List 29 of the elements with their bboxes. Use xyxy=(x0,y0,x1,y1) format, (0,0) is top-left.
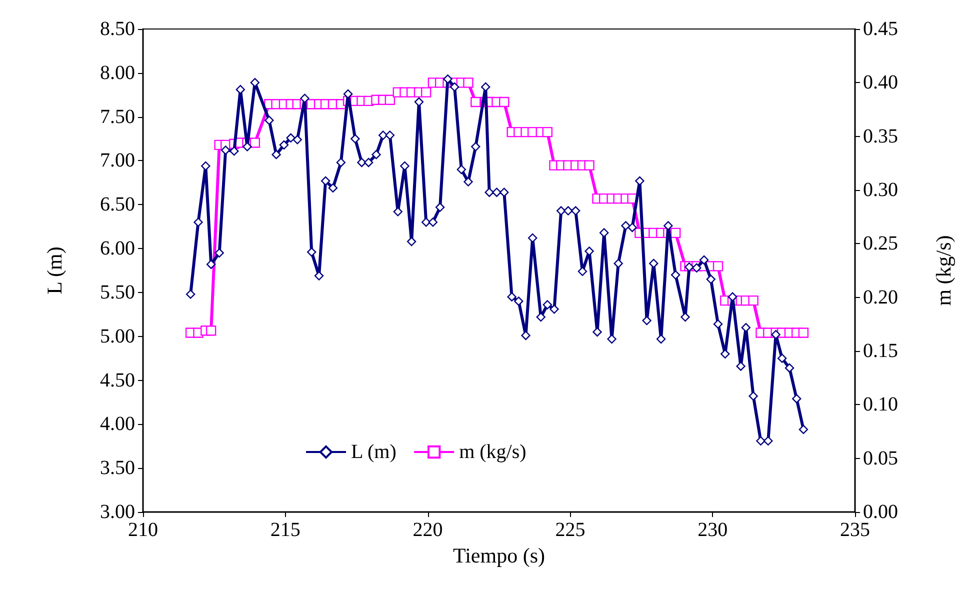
y-tick-label: 6.00 xyxy=(100,238,135,260)
y-tick-label: 5.00 xyxy=(100,325,135,348)
x-tick-label: 215 xyxy=(270,519,300,541)
y-tick-label: 8.50 xyxy=(100,18,135,40)
y-tick-label: 7.50 xyxy=(100,106,135,128)
legend-label: m (kg/s) xyxy=(459,441,526,463)
y2-tick-label: 0.35 xyxy=(863,125,898,148)
y-axis-title: L (m) xyxy=(42,246,66,294)
y-tick-label: 4.00 xyxy=(100,413,135,436)
y-tick-label: 4.50 xyxy=(100,369,135,392)
y2-tick-label: 0.25 xyxy=(863,232,898,255)
x-axis-title: Tiempo (s) xyxy=(453,543,545,568)
x-tick-label: 230 xyxy=(698,519,728,541)
y-tick-label: 8.00 xyxy=(100,62,135,84)
y2-tick-label: 0.40 xyxy=(863,72,898,94)
y-tick-label: 6.50 xyxy=(100,194,135,216)
x-tick-label: 220 xyxy=(412,519,443,541)
y2-tick-label: 0.10 xyxy=(863,394,898,416)
y2-tick-label: 0.15 xyxy=(863,340,898,362)
y2-tick-label: 0.45 xyxy=(863,18,898,40)
y2-tick-label: 0.30 xyxy=(863,179,898,201)
y2-tick-label: 0.20 xyxy=(863,286,898,308)
y2-axis-title: m (kg/s) xyxy=(932,235,956,306)
x-tick-label: 225 xyxy=(555,519,586,541)
y2-tick-label: 0.05 xyxy=(863,447,898,470)
y-tick-label: 7.00 xyxy=(100,150,135,172)
legend-label: L (m) xyxy=(351,441,396,463)
y-tick-label: 3.50 xyxy=(100,457,135,480)
y-tick-label: 5.50 xyxy=(100,281,135,304)
